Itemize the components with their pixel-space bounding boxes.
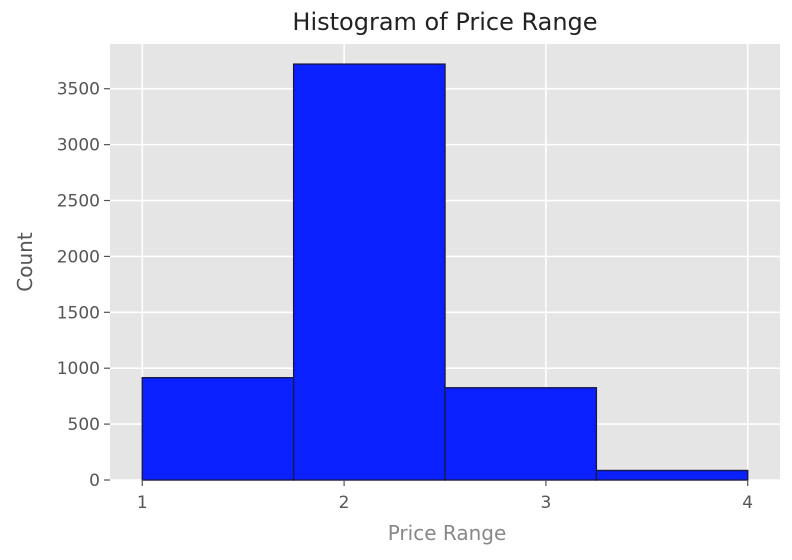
chart-title: Histogram of Price Range (292, 8, 597, 36)
histogram-bar (141, 377, 295, 481)
y-tick-label: 2000 (57, 247, 100, 267)
y-tick-label: 3000 (57, 136, 100, 156)
x-axis-label: Price Range (388, 521, 507, 545)
x-axis-ticks: 1 2 3 4 (137, 480, 753, 513)
x-tick-label: 2 (339, 493, 350, 513)
y-tick-label: 500 (68, 415, 100, 435)
y-tick-label: 2500 (57, 192, 100, 212)
histogram-bar (444, 387, 598, 481)
y-axis-label: Count (13, 232, 37, 292)
x-tick-label: 4 (742, 493, 753, 513)
bars (141, 63, 749, 481)
x-tick-label: 1 (137, 493, 148, 513)
y-tick-label: 0 (89, 471, 100, 491)
y-tick-label: 1000 (57, 359, 100, 379)
y-axis-ticks: 0 500 1000 1500 2000 2500 3000 3500 (57, 80, 110, 491)
histogram-bar (595, 469, 749, 481)
x-tick-label: 3 (540, 493, 551, 513)
histogram-bar (292, 63, 446, 481)
y-tick-label: 3500 (57, 80, 100, 100)
y-tick-label: 1500 (57, 303, 100, 323)
